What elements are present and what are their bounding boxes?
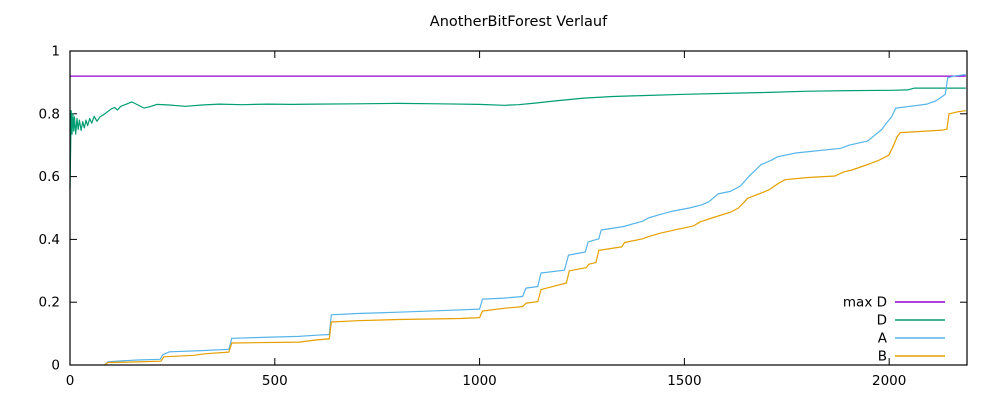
x-tick-label: 1500 xyxy=(667,373,701,389)
series-line-b xyxy=(104,110,966,366)
x-tick-label: 500 xyxy=(262,373,288,389)
x-tick-label: 0 xyxy=(66,373,75,389)
y-tick-label: 0 xyxy=(51,358,60,374)
series-line-a xyxy=(104,74,966,366)
y-tick-label: 0.8 xyxy=(39,106,60,122)
legend-label-d: D xyxy=(877,313,887,329)
legend-label-b: B xyxy=(878,349,887,365)
plot-border xyxy=(69,50,968,366)
x-tick-label: 2000 xyxy=(872,373,906,389)
legend-label-a: A xyxy=(878,331,888,347)
y-tick-label: 1 xyxy=(51,44,60,60)
y-tick-label: 0.6 xyxy=(39,169,60,185)
series-line-d xyxy=(69,87,966,190)
x-tick-label: 1000 xyxy=(462,373,496,389)
chart-title: AnotherBitForest Verlauf xyxy=(429,14,608,30)
y-tick-label: 0.2 xyxy=(39,295,60,311)
legend-label-max-d: max D xyxy=(843,295,887,311)
y-tick-label: 0.4 xyxy=(39,232,60,248)
